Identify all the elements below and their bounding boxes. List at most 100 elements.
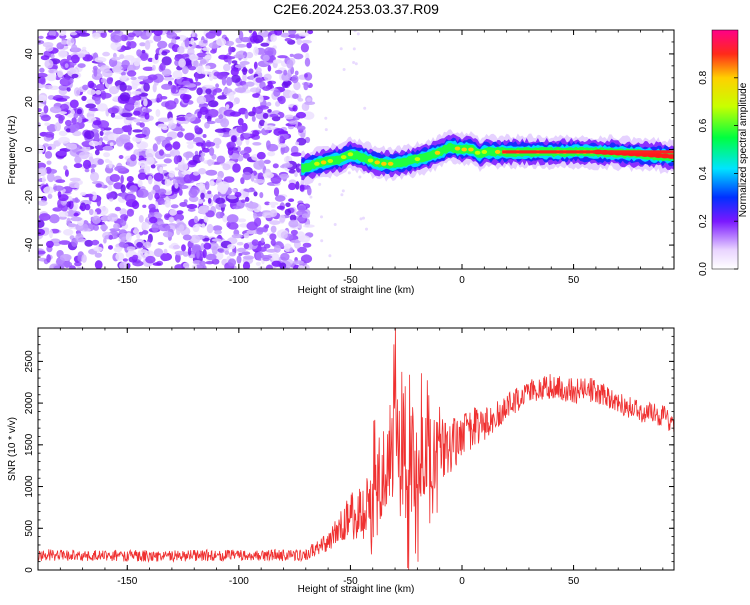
noise-speckle <box>297 265 305 269</box>
noise-speckle <box>242 67 248 75</box>
noise-speckle <box>88 107 100 112</box>
noise-speckle <box>223 176 235 183</box>
noise-speckle <box>144 112 150 120</box>
spectrogram-y-tick-label: 40 <box>24 48 35 60</box>
noise-speckle <box>262 86 271 91</box>
noise-speckle <box>38 200 48 206</box>
spectrogram-xlabel: Height of straight line (km) <box>298 285 415 296</box>
noise-speckle <box>127 64 136 72</box>
noise-speckle <box>252 93 261 98</box>
noise-speckle <box>253 61 258 70</box>
noise-speckle <box>46 160 52 165</box>
noise-speckle <box>206 223 214 234</box>
noise-speckle <box>176 227 181 236</box>
noise-speckle <box>38 213 51 221</box>
noise-speckle <box>253 212 257 220</box>
noise-speckle <box>270 225 277 233</box>
noise-speckle <box>172 244 181 250</box>
noise-speckle <box>153 30 163 37</box>
noise-speckle <box>294 70 299 76</box>
noise-speckle <box>154 53 159 61</box>
noise-speckle <box>152 143 158 152</box>
noise-speckle <box>139 42 146 47</box>
noise-speckle <box>222 88 233 94</box>
noise-speckle <box>240 135 245 141</box>
noise-speckle <box>289 214 297 222</box>
noise-speckle <box>240 36 252 43</box>
noise-speckle <box>76 108 83 115</box>
noise-speckle <box>256 227 264 235</box>
noise-speckle <box>251 239 259 246</box>
noise-speckle <box>172 30 182 33</box>
noise-speckle <box>264 201 271 206</box>
noise-speckle <box>300 132 306 139</box>
noise-speckle <box>152 262 162 266</box>
noise-speckle <box>202 134 207 138</box>
spectrogram-y-ticks: -40 -20 0 20 40 <box>24 29 674 270</box>
noise-speckle <box>46 73 57 82</box>
ridge-core <box>414 157 421 162</box>
noise-speckle <box>137 188 149 198</box>
noise-speckle <box>102 145 114 151</box>
noise-speckle <box>146 157 155 166</box>
noise-speckle <box>191 30 196 38</box>
noise-speckle <box>182 251 189 257</box>
noise-speckle <box>244 188 256 193</box>
noise-speckle <box>161 51 168 56</box>
noise-speckle <box>279 173 290 179</box>
noise-speckle <box>209 147 215 156</box>
noise-speckle <box>91 215 101 225</box>
noise-speckle <box>137 75 149 80</box>
noise-speckle <box>40 55 50 61</box>
noise-speckle <box>160 253 169 262</box>
noise-speckle <box>66 201 72 208</box>
noise-speckle <box>95 183 102 188</box>
noise-speckle <box>107 185 113 191</box>
noise-speckle <box>68 265 76 269</box>
noise-speckle <box>150 164 156 169</box>
noise-speckle <box>84 203 91 211</box>
noise-speckle <box>187 246 192 256</box>
noise-speckle <box>58 211 69 218</box>
noise-speckle <box>290 229 298 236</box>
noise-speckle <box>216 155 226 164</box>
noise-speckle <box>133 110 141 116</box>
noise-speckle <box>259 192 264 199</box>
noise-speckle <box>46 254 51 263</box>
noise-speckle <box>237 218 247 223</box>
noise-speckle <box>137 172 147 180</box>
noise-speckle <box>255 261 261 266</box>
colorbar-tick-label: 0.4 <box>698 166 709 180</box>
noise-speckle <box>293 81 301 91</box>
noise-speckle <box>186 204 198 209</box>
noise-speckle <box>72 130 82 137</box>
noise-speckle <box>263 73 272 81</box>
noise-speckle <box>292 105 298 112</box>
noise-speckle <box>208 42 220 49</box>
noise-speckle <box>136 233 141 239</box>
noise-speckle <box>102 51 110 57</box>
noise-speckle <box>149 216 158 224</box>
noise-speckle <box>216 176 222 181</box>
noise-speckle <box>157 188 167 195</box>
noise-speckle <box>45 35 57 40</box>
noise-speckle <box>113 223 120 230</box>
noise-speckle <box>172 141 181 150</box>
noise-speckle <box>55 98 68 102</box>
noise-speckle <box>124 142 134 150</box>
ridge-core <box>474 150 481 155</box>
noise-speckle <box>194 125 200 133</box>
noise-speckle <box>295 111 307 119</box>
noise-speckle <box>303 224 315 228</box>
noise-speckle <box>70 216 83 222</box>
noise-speckle <box>180 93 188 100</box>
noise-speckle <box>296 38 302 45</box>
noise-speckle <box>324 116 328 120</box>
noise-speckle <box>262 112 269 119</box>
noise-speckle <box>248 30 253 34</box>
noise-speckle <box>44 122 51 126</box>
noise-speckle <box>324 128 328 132</box>
colorbar-gradient <box>711 29 739 270</box>
noise-speckle <box>115 252 125 261</box>
noise-speckle <box>84 239 94 247</box>
